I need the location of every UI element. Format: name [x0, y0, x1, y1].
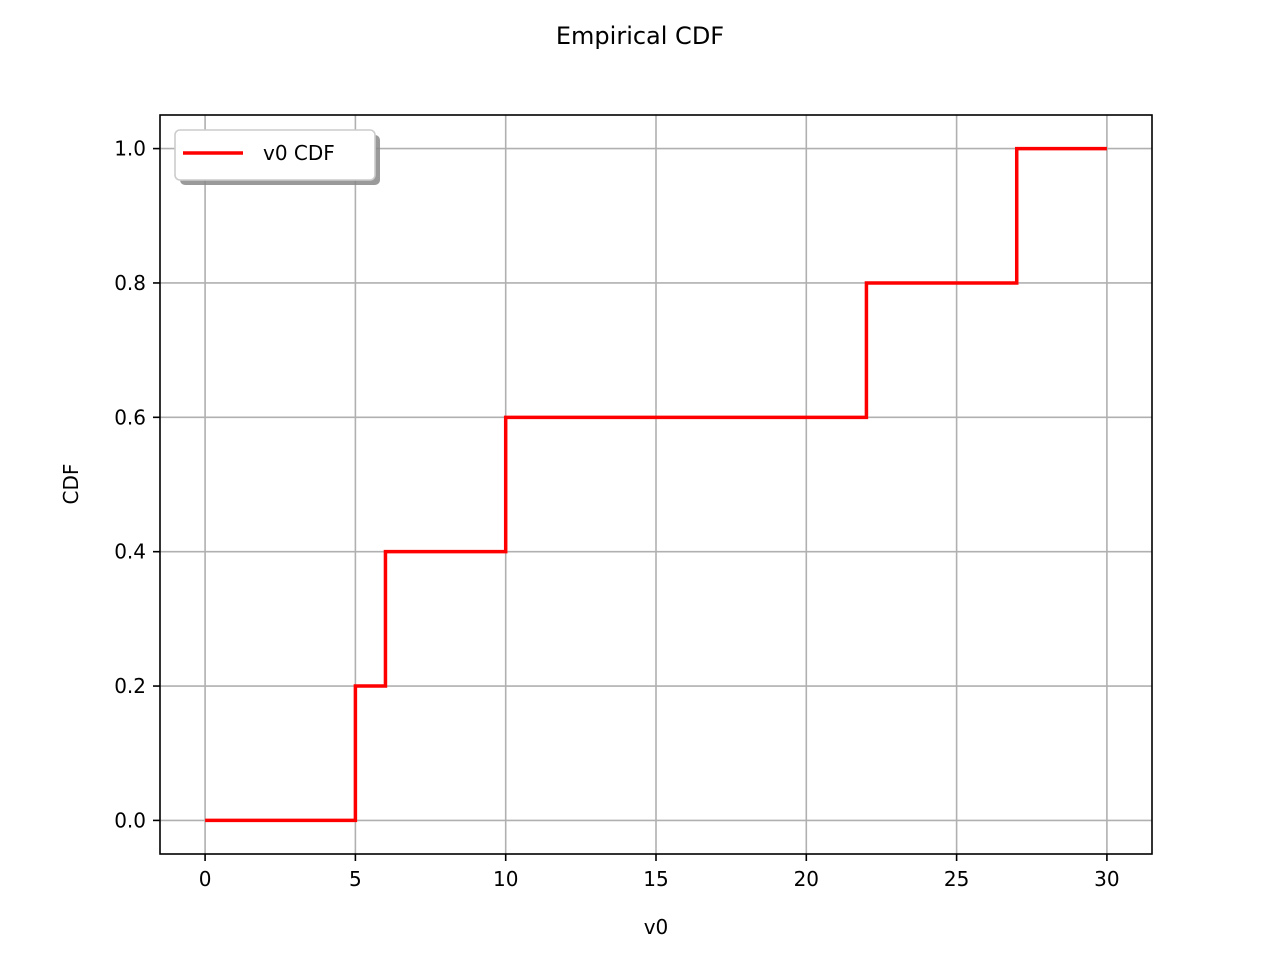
x-tick-label: 15 [643, 867, 668, 891]
y-axis-label: CDF [59, 464, 83, 505]
x-axis-ticks: 0 5 10 15 20 25 30 [199, 854, 1120, 891]
y-tick-label: 0.4 [114, 540, 146, 564]
y-tick-label: 0.6 [114, 405, 146, 429]
y-tick-label: 0.2 [114, 674, 146, 698]
y-tick-label: 0.8 [114, 271, 146, 295]
y-axis-ticks: 0.0 0.2 0.4 0.6 0.8 1.0 [114, 137, 160, 832]
y-tick-label: 0.0 [114, 808, 146, 832]
y-tick-label: 1.0 [114, 137, 146, 161]
x-tick-label: 5 [349, 867, 362, 891]
x-tick-label: 10 [493, 867, 518, 891]
x-tick-label: 25 [944, 867, 969, 891]
x-tick-label: 30 [1094, 867, 1119, 891]
x-tick-label: 20 [794, 867, 819, 891]
legend: v0 CDF [174, 129, 380, 185]
legend-label: v0 CDF [263, 141, 335, 165]
x-axis-label: v0 [644, 915, 669, 939]
series-layer [205, 146, 1107, 823]
cdf-step-line [205, 146, 1107, 823]
chart-title: Empirical CDF [556, 22, 724, 50]
legend-box [174, 129, 376, 181]
x-tick-label: 0 [199, 867, 212, 891]
